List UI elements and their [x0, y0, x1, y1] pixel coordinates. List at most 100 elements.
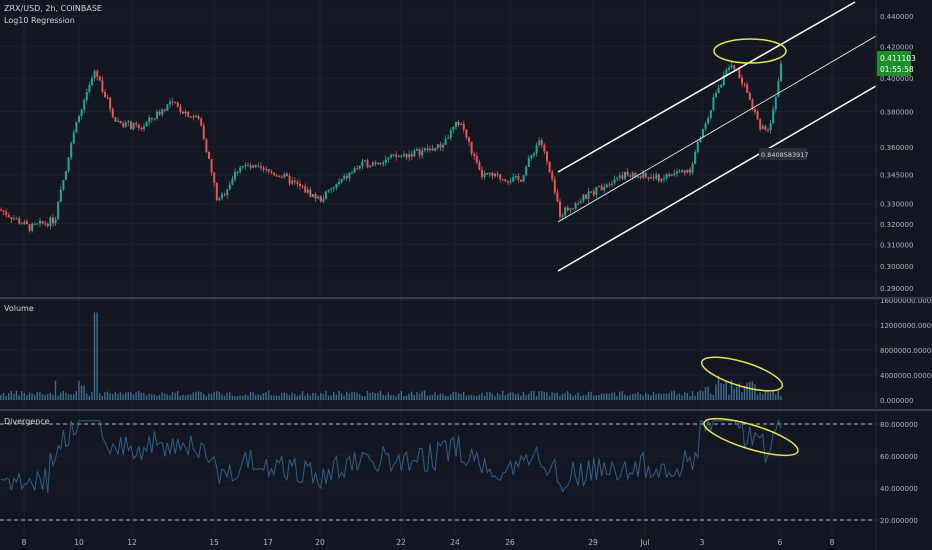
candle-body	[522, 175, 525, 182]
volume-bar	[70, 394, 72, 400]
candle-body	[41, 220, 44, 224]
price-tick-label: 0.320000	[880, 221, 913, 229]
candle-body	[205, 139, 208, 153]
candle-body	[161, 109, 164, 115]
candle-body	[306, 189, 309, 193]
volume-bar	[340, 392, 343, 400]
volume-bar	[730, 380, 733, 400]
volume-bar	[255, 394, 257, 400]
volume-bar	[642, 395, 644, 400]
volume-bar	[502, 390, 504, 400]
candle-body	[577, 203, 580, 205]
volume-bar	[288, 395, 291, 400]
candle-body	[377, 163, 379, 165]
candle-body	[96, 71, 99, 77]
candle-body	[608, 184, 611, 186]
price-tag-value: 0.411103	[880, 54, 916, 63]
volume-bar	[327, 395, 330, 400]
candle-body	[93, 71, 96, 79]
candle-body	[764, 125, 767, 130]
candle-body	[39, 220, 41, 224]
volume-bar	[127, 391, 129, 400]
candle-body	[551, 172, 554, 180]
volume-bar	[595, 395, 597, 400]
candle-body	[395, 154, 398, 157]
x-tick-label: 8	[830, 538, 835, 547]
x-tick-label: 3	[700, 538, 705, 547]
candle-body	[681, 170, 684, 173]
volume-bar	[418, 393, 421, 400]
candle-body	[262, 167, 265, 170]
candle-body	[109, 98, 112, 110]
candle-body	[756, 111, 759, 120]
volume-bar	[772, 391, 774, 400]
volume-bar	[434, 392, 436, 400]
candle-body	[741, 77, 743, 84]
candle-body	[538, 140, 541, 146]
volume-bar	[691, 391, 694, 400]
volume-bar	[645, 392, 647, 400]
volume-bar	[582, 395, 584, 400]
x-tick-label: 6	[778, 538, 783, 547]
candle-body	[59, 189, 62, 202]
candle-body	[70, 143, 73, 158]
volume-bar	[733, 388, 735, 400]
volume-bar	[177, 390, 179, 400]
candle-body	[132, 123, 135, 130]
volume-bar	[650, 395, 652, 400]
candle-body	[546, 151, 548, 162]
volume-bar	[556, 392, 558, 400]
candle-body	[426, 148, 429, 151]
candle-body	[156, 111, 158, 119]
volume-bar	[364, 396, 366, 400]
candle-body	[634, 172, 637, 178]
volume-bar	[673, 390, 675, 400]
volume-bar	[39, 392, 41, 400]
volume-bar	[619, 391, 621, 400]
volume-bar	[697, 391, 699, 400]
candle-body	[494, 173, 496, 177]
candle-body	[556, 192, 559, 202]
volume-bar	[75, 391, 77, 400]
volume-bar	[723, 384, 725, 400]
volume-bar	[242, 396, 244, 400]
volume-bar	[322, 393, 324, 400]
candle-body	[540, 140, 543, 145]
volume-bar	[658, 392, 660, 400]
candle-body	[535, 145, 538, 154]
volume-bar	[634, 393, 636, 400]
candle-body	[36, 223, 39, 225]
volume-bar	[338, 391, 340, 400]
volume-bar	[216, 391, 218, 400]
volume-bar	[382, 394, 384, 400]
volume-bar	[460, 393, 462, 400]
candle-body	[78, 116, 80, 122]
candle-body	[663, 178, 665, 180]
volume-bar	[88, 395, 90, 400]
candle-body	[605, 184, 608, 188]
volume-bar	[73, 394, 75, 400]
volume-bar	[140, 393, 142, 400]
candle-body	[356, 168, 359, 170]
volume-bar	[330, 395, 332, 400]
candle-body	[148, 117, 151, 123]
volume-bar	[283, 392, 285, 400]
volume-bar	[686, 392, 688, 400]
volume-bar	[762, 394, 764, 400]
volume-bar	[736, 386, 738, 400]
candle-body	[270, 171, 273, 173]
volume-bar	[62, 390, 64, 400]
candle-body	[517, 176, 520, 180]
candle-body	[572, 208, 574, 210]
volume-bar	[580, 395, 582, 400]
candle-body	[5, 211, 8, 216]
candle-body	[447, 137, 450, 139]
x-tick-label: 20	[315, 538, 325, 547]
volume-bar	[122, 394, 124, 400]
candle-body	[319, 196, 322, 202]
volume-bar	[574, 394, 577, 400]
candle-body	[499, 174, 502, 180]
volume-bar	[470, 394, 473, 400]
volume-bar	[452, 392, 454, 400]
volume-bar	[408, 393, 410, 400]
